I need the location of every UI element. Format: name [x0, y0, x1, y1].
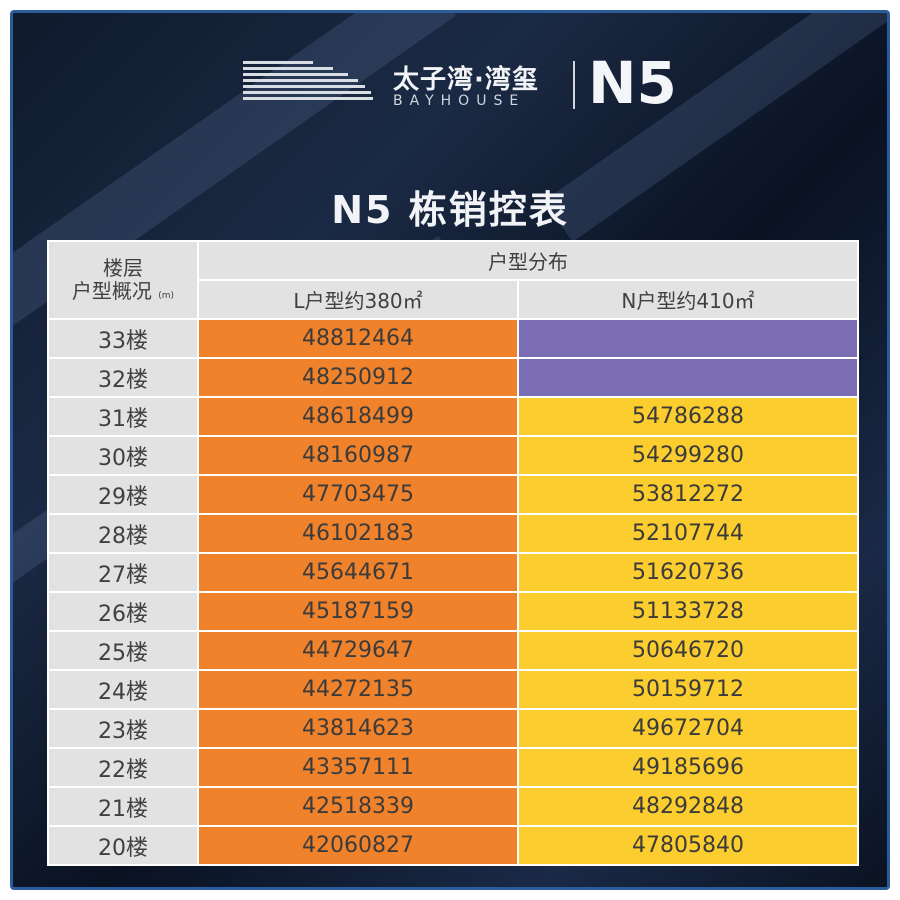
l-unit-price-cell: 43814623 [197, 708, 519, 749]
floor-cell: 20楼 [47, 825, 199, 866]
n-unit-price-cell: 50159712 [517, 669, 859, 710]
floor-cell: 22楼 [47, 747, 199, 788]
table-row: 28楼 46102183 52107744 [47, 513, 859, 554]
n-unit-sold-cell [517, 357, 859, 398]
table-row: 23楼 43814623 49672704 [47, 708, 859, 749]
brand-name-cn: 太子湾·湾玺 [393, 65, 539, 95]
floor-cell: 32楼 [47, 357, 199, 398]
floor-header-line1: 楼层 [103, 256, 143, 280]
table-row: 26楼 45187159 51133728 [47, 591, 859, 632]
building-code: N5 [588, 49, 677, 117]
table-row: 32楼 48250912 [47, 357, 859, 398]
column-header-l: L户型约380㎡ [197, 279, 519, 320]
poster-frame: 太子湾·湾玺 BAYHOUSE N5 N5 栋销控表 楼层 户型概况 (m) 户… [10, 10, 890, 890]
l-unit-price-cell: 45187159 [197, 591, 519, 632]
table-row: 25楼 44729647 50646720 [47, 630, 859, 671]
floor-cell: 28楼 [47, 513, 199, 554]
floor-header: 楼层 户型概况 (m) [47, 240, 199, 320]
floor-cell: 31楼 [47, 396, 199, 437]
n-unit-price-cell: 49185696 [517, 747, 859, 788]
l-unit-price-cell: 45644671 [197, 552, 519, 593]
l-unit-price-cell: 42060827 [197, 825, 519, 866]
table-row: 24楼 44272135 50159712 [47, 669, 859, 710]
l-unit-price-cell: 42518339 [197, 786, 519, 827]
table-row: 21楼 42518339 48292848 [47, 786, 859, 827]
n-unit-price-cell: 51133728 [517, 591, 859, 632]
n-unit-price-cell: 52107744 [517, 513, 859, 554]
table-row: 20楼 42060827 47805840 [47, 825, 859, 866]
n-unit-price-cell: 53812272 [517, 474, 859, 515]
l-unit-price-cell: 47703475 [197, 474, 519, 515]
floor-header-unit: (m) [158, 291, 175, 301]
table-row: 29楼 47703475 53812272 [47, 474, 859, 515]
n-unit-price-cell: 48292848 [517, 786, 859, 827]
n-unit-price-cell: 47805840 [517, 825, 859, 866]
floor-cell: 33楼 [47, 318, 199, 359]
l-unit-price-cell: 48618499 [197, 396, 519, 437]
column-header-n: N户型约410㎡ [517, 279, 859, 320]
table-row: 31楼 48618499 54786288 [47, 396, 859, 437]
floor-cell: 30楼 [47, 435, 199, 476]
unit-distribution-header: 户型分布 [197, 240, 859, 281]
n-unit-price-cell: 51620736 [517, 552, 859, 593]
table-row: 33楼 48812464 [47, 318, 859, 359]
floor-cell: 23楼 [47, 708, 199, 749]
floor-header-line2: 户型概况 [71, 279, 152, 303]
n-unit-price-cell: 54299280 [517, 435, 859, 476]
building-logo-icon [243, 61, 373, 107]
n-unit-price-cell: 54786288 [517, 396, 859, 437]
floor-cell: 26楼 [47, 591, 199, 632]
table-row: 30楼 48160987 54299280 [47, 435, 859, 476]
floor-cell: 25楼 [47, 630, 199, 671]
floor-cell: 29楼 [47, 474, 199, 515]
l-unit-price-cell: 44729647 [197, 630, 519, 671]
n-unit-price-cell: 50646720 [517, 630, 859, 671]
l-unit-price-cell: 48160987 [197, 435, 519, 476]
table-row: 27楼 45644671 51620736 [47, 552, 859, 593]
logo-divider [573, 61, 575, 109]
n-unit-sold-cell [517, 318, 859, 359]
l-unit-price-cell: 44272135 [197, 669, 519, 710]
floor-cell: 24楼 [47, 669, 199, 710]
floor-cell: 21楼 [47, 786, 199, 827]
brand-name-en: BAYHOUSE [393, 93, 526, 109]
table-row: 22楼 43357111 49185696 [47, 747, 859, 788]
l-unit-price-cell: 46102183 [197, 513, 519, 554]
sales-control-table: 楼层 户型概况 (m) 户型分布 L户型约380㎡ N户型约410㎡ 33楼 48… [47, 240, 859, 866]
brand-logo: 太子湾·湾玺 BAYHOUSE N5 [243, 49, 683, 123]
n-unit-price-cell: 49672704 [517, 708, 859, 749]
l-unit-price-cell: 43357111 [197, 747, 519, 788]
page-title: N5 栋销控表 [331, 188, 569, 232]
l-unit-price-cell: 48250912 [197, 357, 519, 398]
floor-cell: 27楼 [47, 552, 199, 593]
l-unit-price-cell: 48812464 [197, 318, 519, 359]
